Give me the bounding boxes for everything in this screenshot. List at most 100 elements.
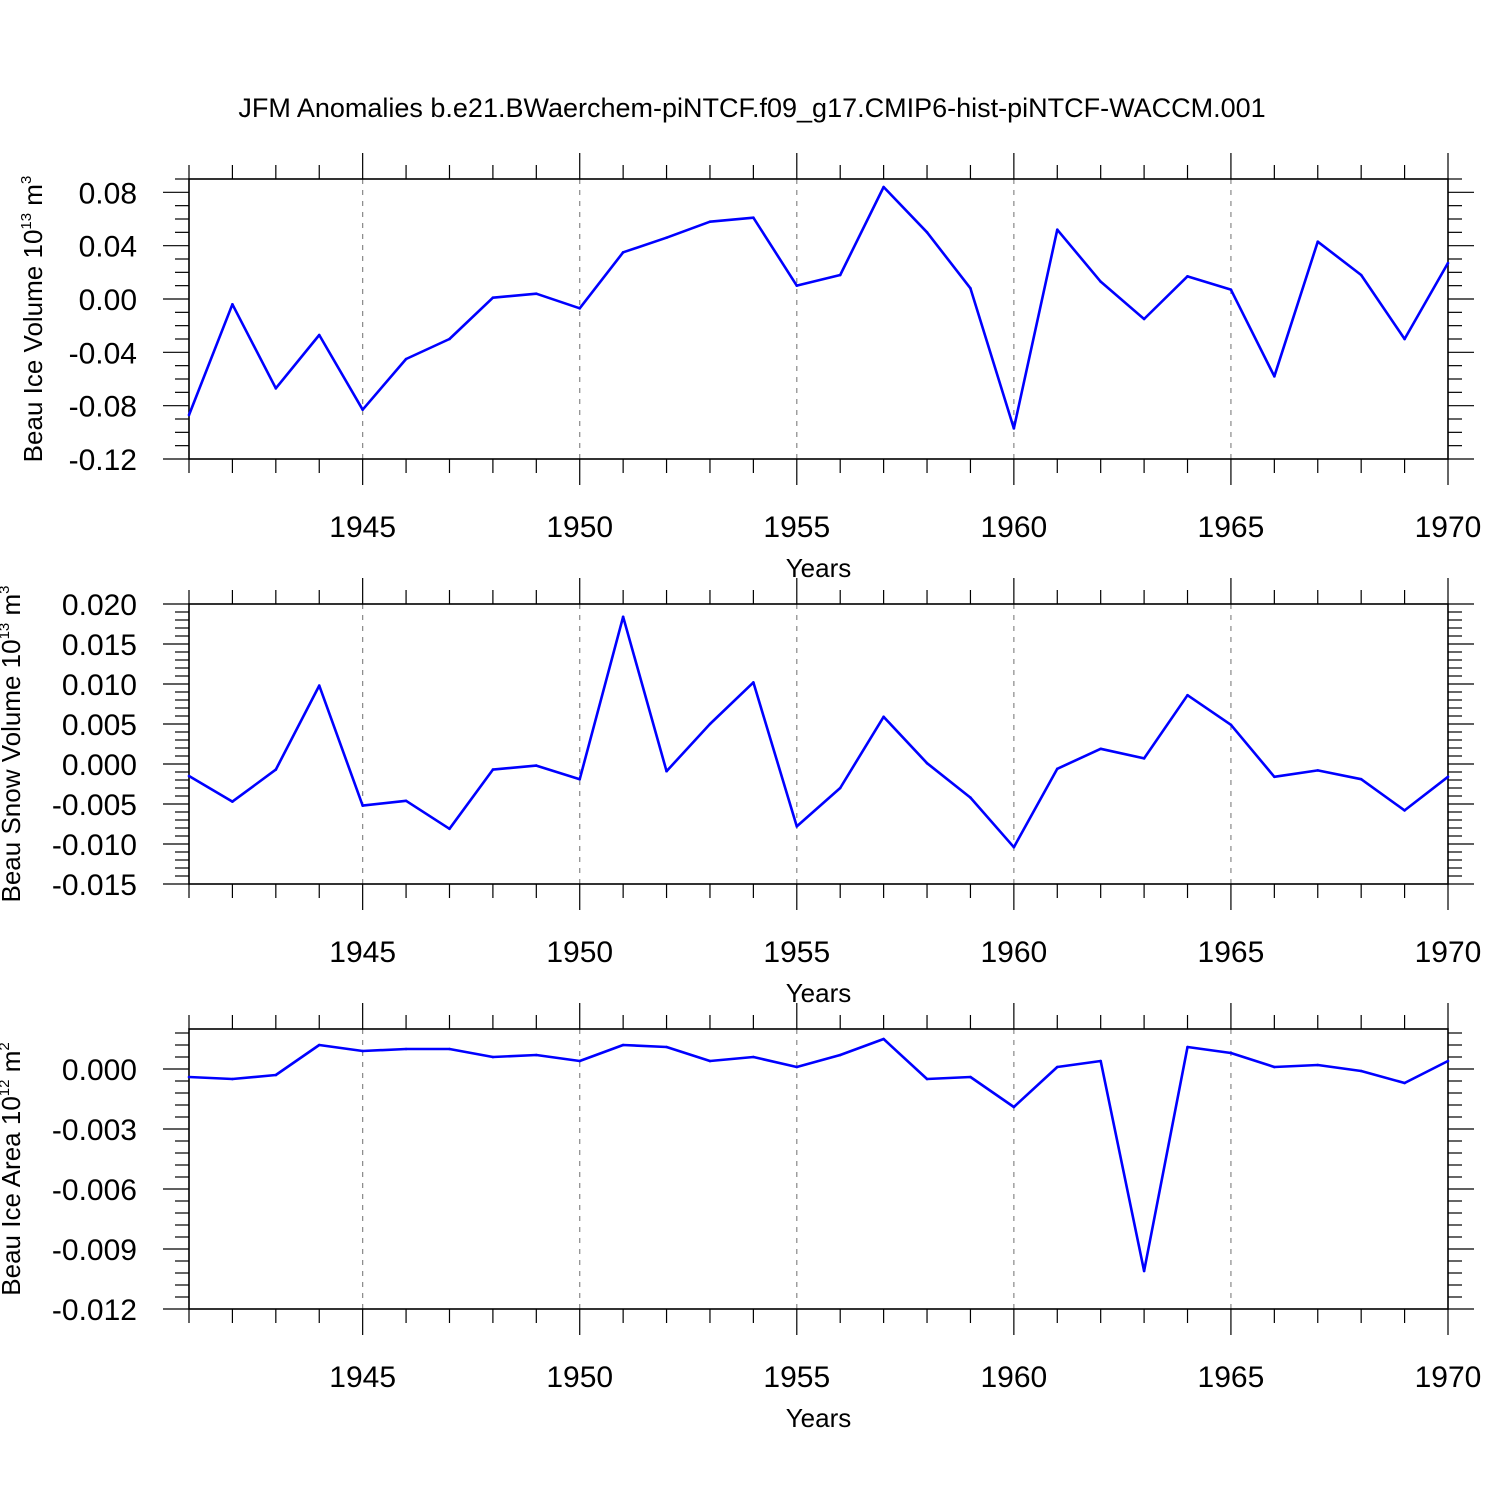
data-point xyxy=(1359,1069,1363,1073)
y-tick-label: -0.009 xyxy=(52,1234,137,1267)
data-point xyxy=(448,827,451,831)
x-tick-label: 1955 xyxy=(763,1361,830,1394)
x-tick-label: 1960 xyxy=(980,936,1047,969)
data-point xyxy=(578,307,582,310)
panels: -0.12 -0.08 -0.04 0.00 0.04 0.08 1945 1950 1955 1… xyxy=(0,153,1481,1433)
y-axis-label: Beau Snow Volume 1013 m3 xyxy=(0,586,26,903)
data-point xyxy=(925,231,929,234)
y-tick-label: -0.006 xyxy=(52,1174,137,1207)
y-tick-label: -0.04 xyxy=(69,337,137,370)
x-tick-label: 1965 xyxy=(1198,511,1265,544)
x-tick-label: 1970 xyxy=(1415,511,1482,544)
data-point xyxy=(1273,775,1276,779)
data-point xyxy=(317,684,321,687)
x-tick-label: 1945 xyxy=(329,936,396,969)
y-tick-label: 0.000 xyxy=(62,749,137,782)
data-point xyxy=(882,1037,885,1041)
data-point xyxy=(274,1073,278,1077)
data-point xyxy=(969,1075,972,1079)
data-point xyxy=(1186,693,1189,697)
data-point xyxy=(1273,375,1276,378)
data-point xyxy=(1403,809,1406,812)
data-point xyxy=(838,786,842,790)
data-point xyxy=(752,681,755,684)
data-point xyxy=(491,296,495,299)
data-point xyxy=(535,764,538,767)
plot-frame xyxy=(188,178,1449,460)
data-point xyxy=(404,799,408,803)
y-tick-label: 0.08 xyxy=(79,177,137,210)
data-point xyxy=(1142,1269,1146,1273)
x-tick-label: 1970 xyxy=(1415,936,1482,969)
data-point xyxy=(1359,777,1363,781)
data-point xyxy=(1012,1105,1016,1109)
panel-2: -0.015 -0.010 -0.005 0.000 0.005 0.010 0.015 0.… xyxy=(0,578,1481,1008)
x-tick-label: 1945 xyxy=(329,1361,396,1394)
chart-title: JFM Anomalies b.e21.BWaerchem-piNTCF.f09… xyxy=(238,93,1265,123)
y-tick-label: 0.010 xyxy=(62,669,137,702)
data-point xyxy=(1099,747,1102,751)
data-point xyxy=(1055,228,1059,231)
data-point xyxy=(578,777,582,781)
data-point xyxy=(231,1077,234,1081)
data-point xyxy=(795,825,799,828)
data-point xyxy=(708,722,712,726)
data-point xyxy=(665,769,668,773)
data-point xyxy=(838,1053,842,1057)
y-tick-label: -0.12 xyxy=(69,444,137,477)
data-point xyxy=(448,1047,451,1051)
y-tick-label: -0.005 xyxy=(52,789,137,822)
panel-1: -0.12 -0.08 -0.04 0.00 0.04 0.08 1945 1950 1955 1… xyxy=(18,153,1481,583)
data-point xyxy=(448,337,451,341)
y-tick-label: 0.000 xyxy=(62,1054,137,1087)
data-point xyxy=(187,413,191,417)
data-point xyxy=(1359,273,1363,277)
data-point xyxy=(274,387,278,390)
x-tick-label: 1960 xyxy=(980,511,1047,544)
x-tick-label: 1945 xyxy=(329,511,396,544)
data-point xyxy=(1142,757,1146,760)
data-point xyxy=(1446,261,1450,265)
y-tick-label: 0.00 xyxy=(79,284,137,317)
data-point xyxy=(1446,1059,1450,1063)
x-tick-label: 1950 xyxy=(546,936,613,969)
data-point xyxy=(838,273,842,277)
data-point xyxy=(491,768,495,771)
data-point xyxy=(404,1047,408,1051)
y-tick-label: -0.015 xyxy=(52,869,137,902)
x-tick-label: 1970 xyxy=(1415,1361,1482,1394)
data-point xyxy=(1142,317,1146,321)
data-point xyxy=(1186,1045,1189,1049)
data-point xyxy=(1316,769,1320,772)
data-point xyxy=(535,292,538,295)
y-tick-label: -0.003 xyxy=(52,1114,137,1147)
data-point xyxy=(621,251,625,254)
data-point xyxy=(535,1053,538,1057)
data-point xyxy=(665,1045,668,1049)
x-tick-label: 1955 xyxy=(763,936,830,969)
data-point xyxy=(1229,1051,1233,1055)
data-point xyxy=(1316,1063,1320,1067)
data-point xyxy=(621,615,625,619)
data-point xyxy=(1099,280,1102,283)
x-tick-label: 1965 xyxy=(1198,1361,1265,1394)
data-point xyxy=(795,1065,799,1069)
data-point xyxy=(1229,723,1233,727)
data-point xyxy=(274,768,278,771)
data-point xyxy=(1273,1065,1276,1069)
data-point xyxy=(187,1075,191,1079)
data-point xyxy=(1055,1065,1059,1069)
data-point xyxy=(317,1043,321,1047)
data-point xyxy=(882,185,885,189)
data-point xyxy=(231,800,234,803)
data-point xyxy=(969,287,972,290)
data-point xyxy=(925,761,929,765)
data-point xyxy=(1229,288,1233,291)
data-point xyxy=(578,1059,582,1063)
y-tick-label: 0.005 xyxy=(62,709,137,742)
data-point xyxy=(187,774,191,778)
data-point xyxy=(1316,240,1320,243)
data-point xyxy=(969,796,972,799)
data-point xyxy=(1099,1059,1102,1063)
